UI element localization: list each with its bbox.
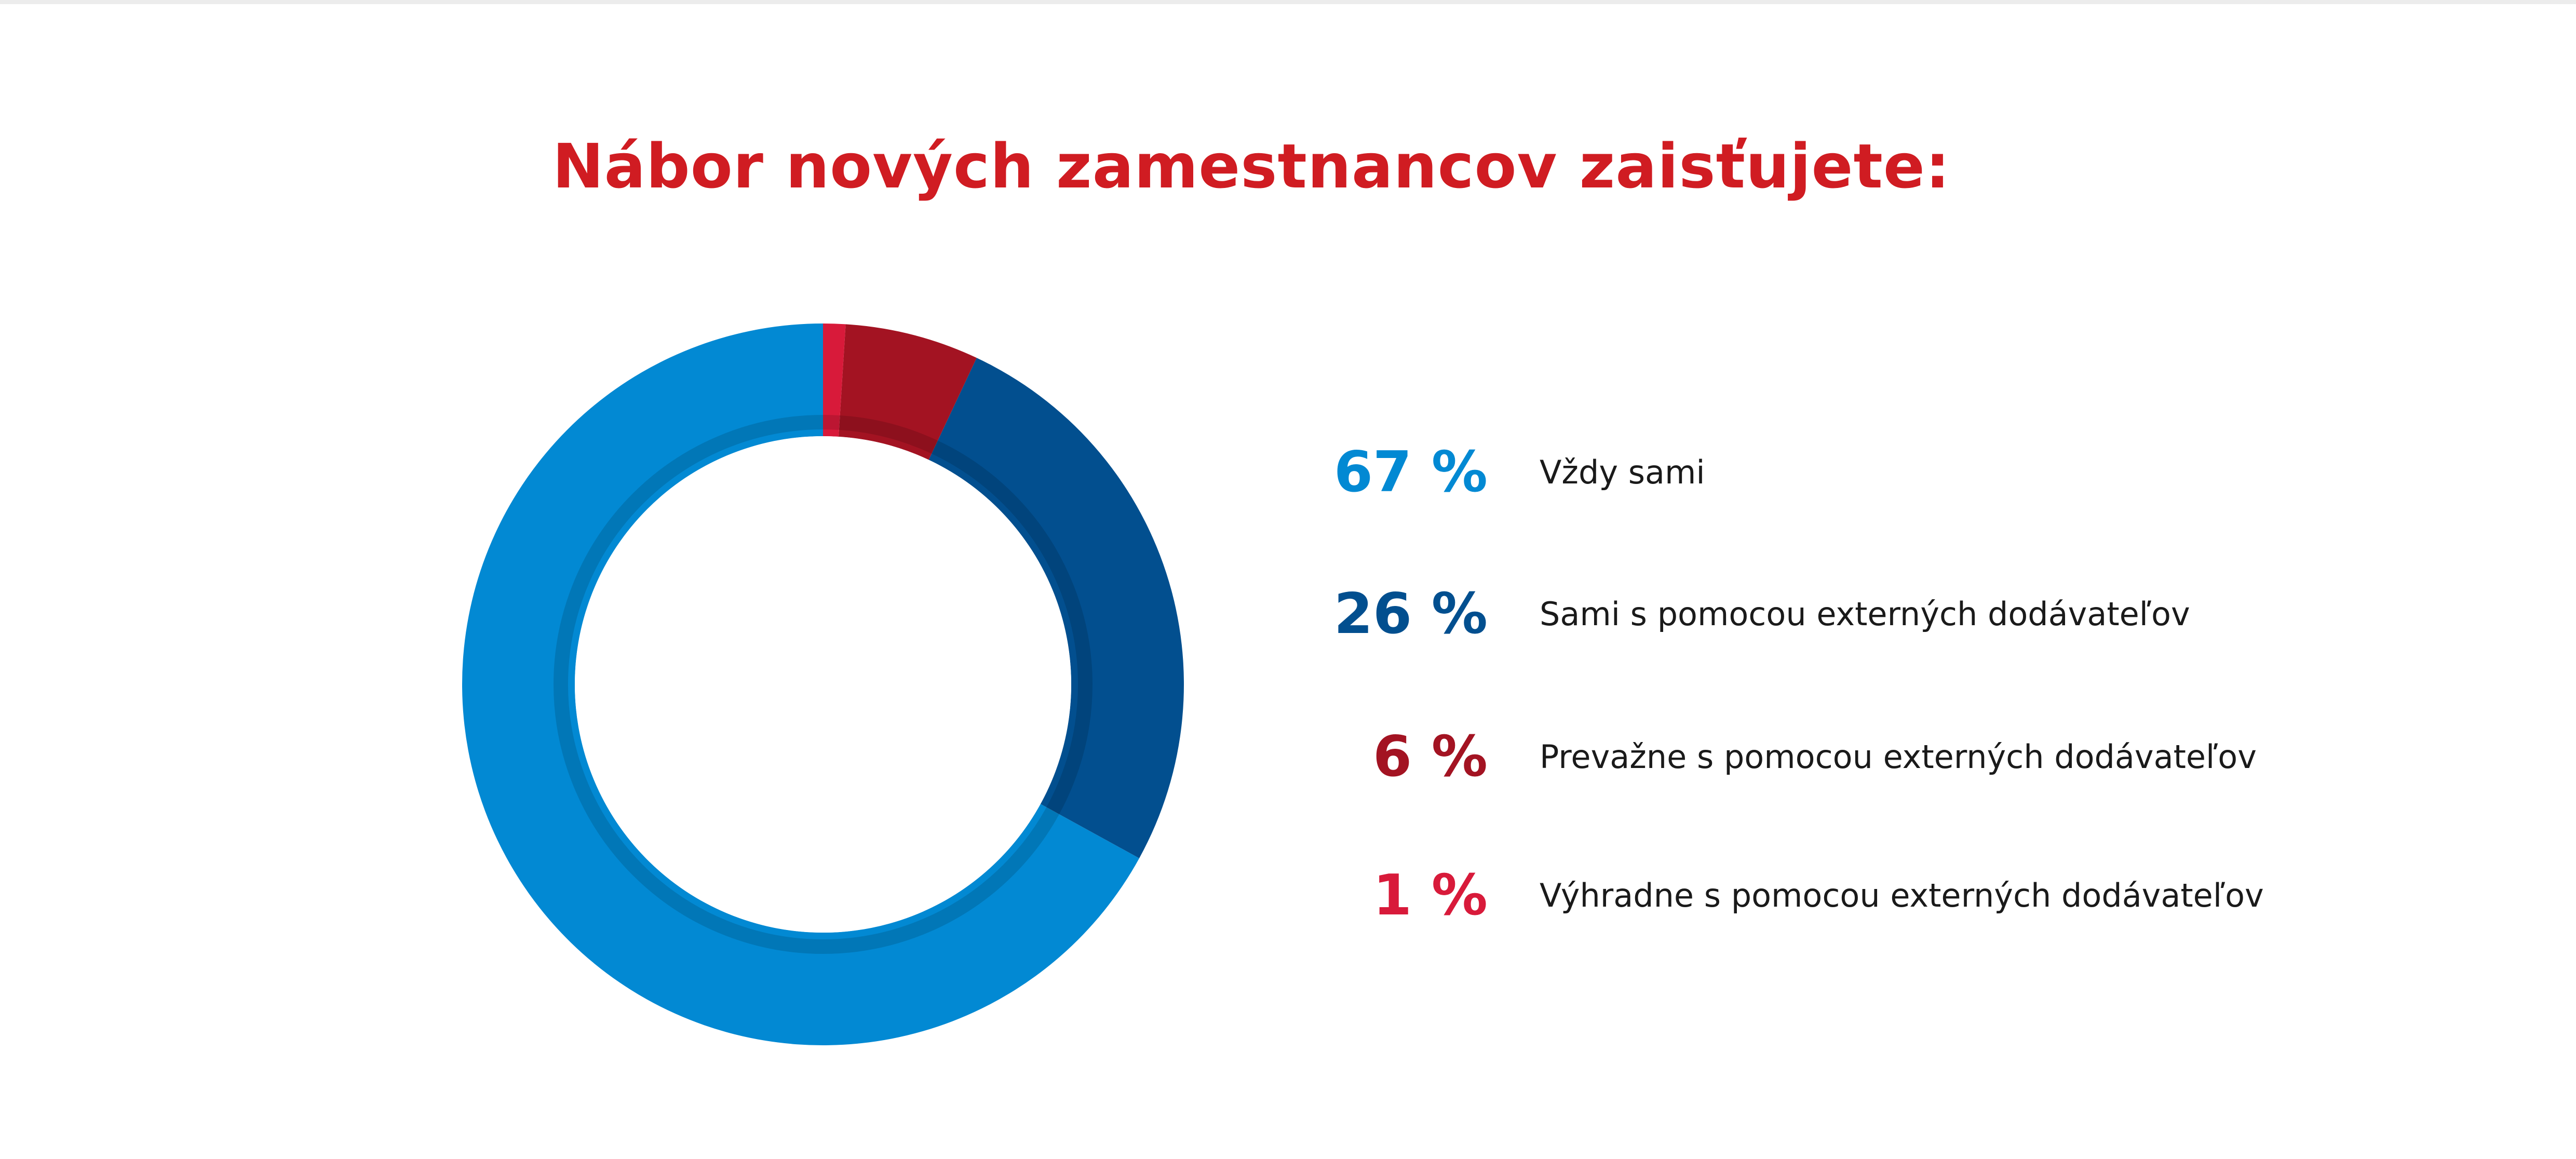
donut-slice-4 — [823, 324, 846, 437]
donut-slice-1 — [462, 324, 1140, 1045]
legend-item: 1 % Výhradne s pomocou externých dodávate… — [1288, 854, 2534, 937]
legend-percent: 6 % — [1373, 724, 1488, 789]
donut-slices — [462, 324, 1184, 1045]
legend-percent: 26 % — [1333, 582, 1488, 646]
legend-item: 26 % Sami s pomocou externých dodávateľov — [1288, 573, 2534, 656]
legend-label: Vždy sami — [1540, 453, 1705, 491]
donut-inner-shadow — [554, 415, 1093, 954]
legend-label: Sami s pomocou externých dodávateľov — [1540, 595, 2190, 633]
chart-title: Nábor nových zamestnancov zaisťujete: — [552, 130, 1951, 202]
top-divider — [0, 0, 2576, 4]
legend-label: Prevažne s pomocou externých dodávateľov — [1540, 738, 2257, 776]
donut-slice-3 — [839, 324, 977, 460]
legend-percent: 67 % — [1333, 440, 1488, 505]
legend-item: 6 % Prevažne s pomocou externých dodávate… — [1288, 716, 2534, 799]
donut-slice-2 — [928, 358, 1184, 858]
legend-item: 67 % Vždy sami — [1288, 431, 2534, 514]
legend-label: Výhradne s pomocou externých dodávateľov — [1540, 877, 2264, 914]
donut-hole — [575, 436, 1071, 933]
legend-percent: 1 % — [1373, 863, 1488, 928]
